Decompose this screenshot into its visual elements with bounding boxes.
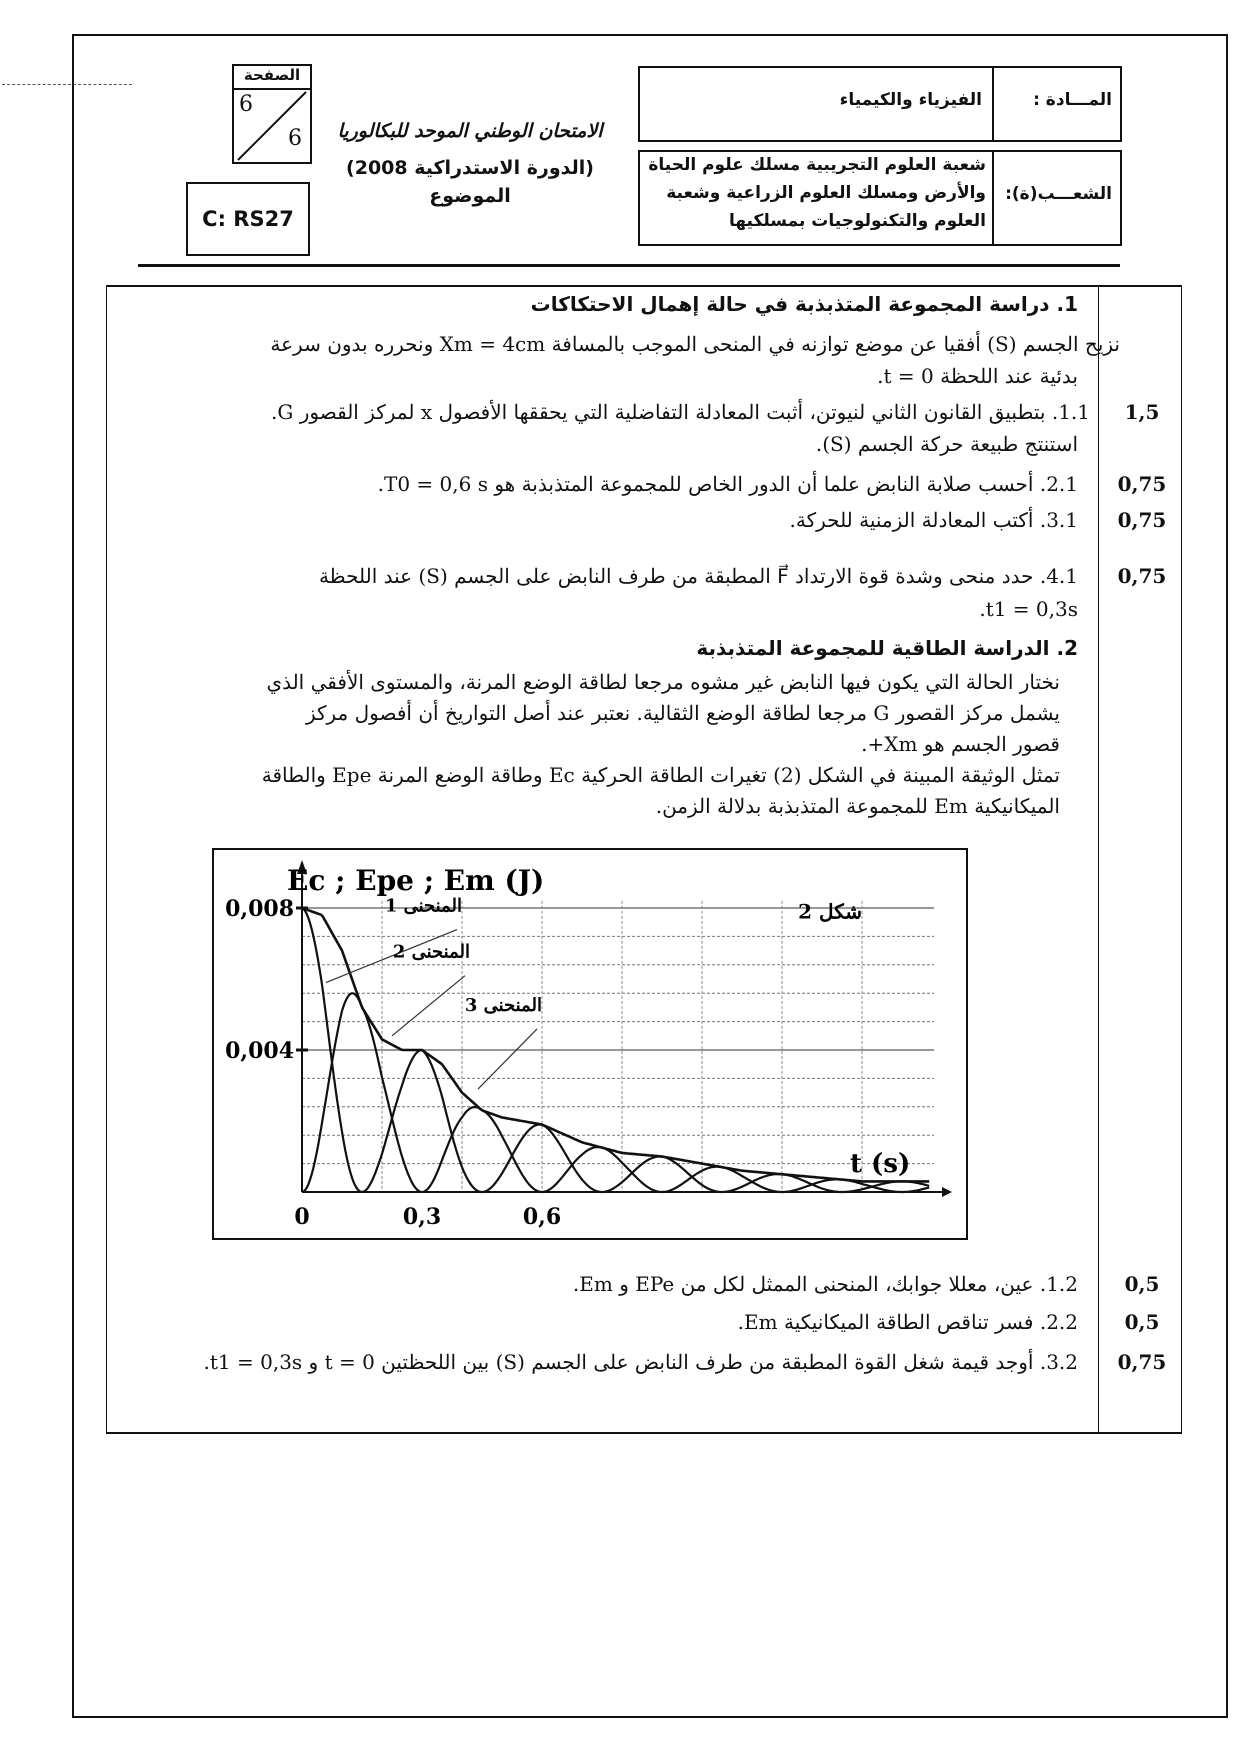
section1-intro-2: بدئية عند اللحظة t = 0. [877, 364, 1078, 388]
page-number-box: الصفحة 6 6 [232, 64, 312, 164]
curve-label-3: المنحنى 3 [465, 995, 542, 1016]
question-3-2: 3.2. أوجد قيمة شغل القوة المطبقة من طرف … [203, 1350, 1078, 1374]
exam-title: الامتحان الوطني الموحد للبكالوريا [337, 120, 603, 142]
branch-label: الشعـــب(ة): [1005, 184, 1112, 204]
score-2-1: 0,75 [1117, 472, 1167, 496]
question-1-1-line2: استنتج طبيعة حركة الجسم (S). [815, 432, 1078, 456]
subject-divider [992, 68, 994, 140]
y-tick-label: 0,008 [225, 896, 294, 922]
score-4-1: 0,75 [1117, 564, 1167, 588]
branch-line-3: العلوم والتكنولوجيات بمسلكيها [728, 211, 986, 231]
score-1-1: 1,5 [1124, 400, 1160, 424]
section2-intro-1: نختار الحالة التي يكون فيها النابض غير م… [266, 670, 1060, 694]
curve-ec [301, 992, 930, 1194]
curve-label-2: المنحنى 2 [393, 942, 470, 963]
chart-frame [212, 848, 968, 1240]
section2-intro-2: يشمل مركز القصور G مرجعا لطاقة الوضع الث… [305, 701, 1060, 725]
header-rule [138, 264, 1120, 267]
page-label: الصفحة [234, 66, 310, 90]
curve-label-1: المنحنى 1 [385, 896, 462, 917]
section2-heading: 2. الدراسة الطاقية للمجموعة المتذبذبة [696, 636, 1078, 660]
question-1-1: 1.1. بتطبيق القانون الثاني لنيوتن، أثبت … [271, 400, 1090, 424]
branch-box: الشعـــب(ة): شعبة العلوم التجريبية مسلك … [638, 150, 1122, 246]
question-2-1: 2.1. أحسب صلابة النابض علما أن الدور الخ… [377, 472, 1078, 496]
x-axis-arrow [942, 1187, 952, 1197]
branch-line-1: شعبة العلوم التجريبية مسلك علوم الحياة [648, 155, 986, 175]
question-4-1-line2: t1 = 0,3s. [979, 597, 1078, 621]
page-current: 6 [239, 92, 253, 117]
energy-chart: 0,008 0,004 0 0,3 0,6 Ec ; Epe ; Em (J) t (s) ش… [212, 848, 968, 1240]
section1-intro-1: نزيح الجسم (S) أفقيا عن موضع توازنه في ا… [270, 332, 1120, 356]
page-total: 6 [288, 126, 302, 151]
score-2-2: 0,5 [1124, 1310, 1160, 1334]
score-column-divider [1098, 285, 1099, 1432]
question-3-1: 3.1. أكتب المعادلة الزمنية للحركة. [789, 508, 1078, 532]
exercise-box [106, 285, 1182, 1434]
curve-label-leader [391, 975, 466, 1037]
x-axis-label: t (s) [850, 1149, 910, 1179]
y-axis-arrow [297, 860, 307, 874]
curve-label-leader [477, 1028, 538, 1090]
exam-subject-word: الموضوع [429, 185, 511, 207]
figure-label: شكل 2 [798, 900, 862, 924]
curve-label-leader [325, 928, 458, 984]
y-tick-label: 0,004 [225, 1038, 294, 1064]
score-3-1: 0,75 [1117, 508, 1167, 532]
x-tick-label: 0,3 [403, 1204, 441, 1230]
subject-box: المـــادة : الفيزياء والكيمياء [638, 66, 1122, 142]
y-axis-label: Ec ; Epe ; Em (J) [287, 864, 544, 897]
page-frame [72, 34, 1228, 1718]
x-tick-label: 0 [294, 1204, 309, 1230]
exam-code-box: C: RS27 [186, 182, 310, 256]
curve-em [301, 906, 930, 1183]
section1-heading: 1. دراسة المجموعة المتذبذبة في حالة إهما… [530, 292, 1078, 316]
score-3-2: 0,75 [1117, 1350, 1167, 1374]
question-2-2: 2.2. فسر تناقص الطاقة الميكانيكية Em. [737, 1310, 1078, 1334]
page-slash [237, 91, 307, 161]
curve-epe [301, 907, 930, 1194]
branch-line-2: والأرض ومسلك العلوم الزراعية وشعبة [666, 183, 986, 203]
x-tick-label: 0,6 [523, 1204, 561, 1230]
section2-intro-3: قصور الجسم هو Xm+. [861, 732, 1060, 756]
section2-intro-5: الميكانيكية Em للمجموعة المتذبذبة بدلالة… [655, 794, 1060, 818]
subject-value: الفيزياء والكيمياء [839, 90, 982, 110]
section2-intro-4: تمثل الوثيقة المبينة في الشكل (2) تغيرات… [261, 763, 1060, 787]
subject-label: المـــادة : [1033, 90, 1112, 110]
question-1-2: 1.2. عين، معللا جوابك، المنحنى الممثل لك… [572, 1272, 1078, 1296]
question-4-1: 4.1. حدد منحى وشدة قوة الارتداد F⃗ المطب… [318, 564, 1078, 588]
exam-session: (الدورة الاستدراكية 2008) [346, 157, 594, 179]
branch-divider [992, 152, 994, 244]
score-1-2: 0,5 [1124, 1272, 1160, 1296]
scan-dash-mark [2, 84, 132, 85]
exam-code: C: RS27 [202, 207, 294, 231]
